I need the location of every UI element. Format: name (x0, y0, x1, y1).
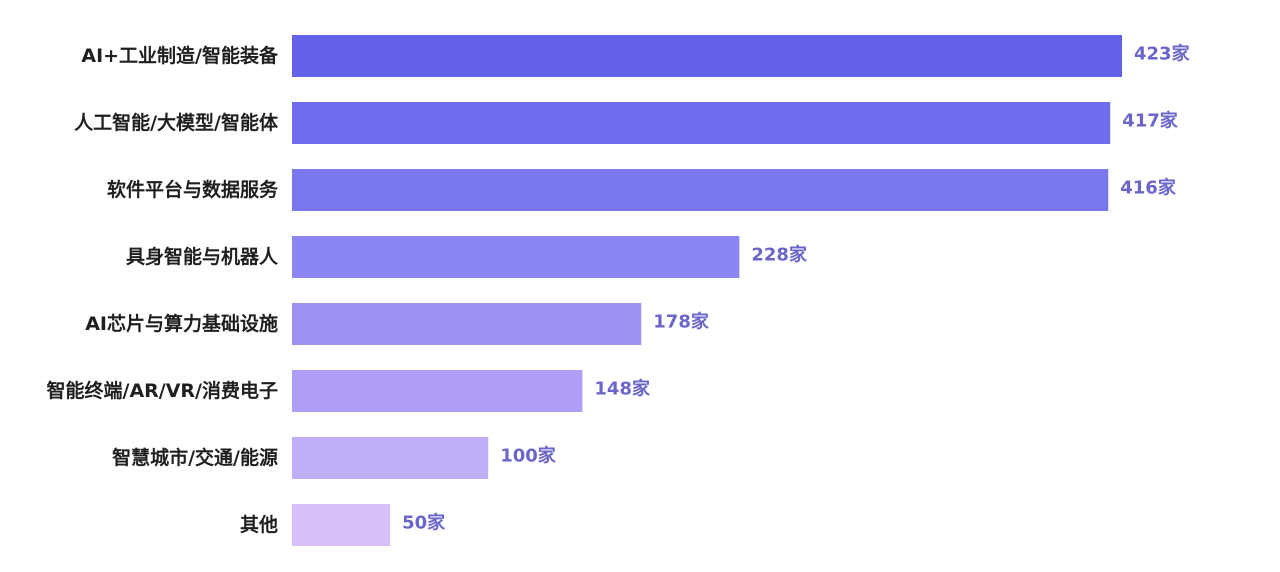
bar (292, 236, 740, 278)
category-label: 软件平台与数据服务 (107, 178, 279, 201)
category-label: 智慧城市/交通/能源 (112, 446, 278, 469)
bar (292, 303, 642, 345)
value-label: 100家 (500, 445, 557, 467)
category-label: 人工智能/大模型/智能体 (74, 111, 279, 134)
bar (292, 35, 1122, 77)
bar (292, 102, 1111, 144)
value-label: 423家 (1134, 43, 1191, 65)
value-label: 178家 (653, 311, 710, 333)
bar (292, 370, 583, 412)
category-label: AI芯片与算力基础设施 (85, 312, 278, 335)
category-label: AI+工业制造/智能装备 (81, 44, 279, 67)
value-label: 50家 (402, 512, 446, 534)
category-label: 智能终端/AR/VR/消费电子 (47, 379, 279, 402)
value-label: 416家 (1120, 177, 1177, 199)
bar (292, 169, 1109, 211)
value-label: 417家 (1122, 110, 1179, 132)
bar (292, 504, 391, 546)
bar (292, 437, 489, 479)
category-label: 其他 (240, 513, 278, 536)
value-label: 228家 (751, 244, 808, 266)
category-label: 具身智能与机器人 (126, 245, 279, 268)
value-label: 148家 (594, 378, 651, 400)
